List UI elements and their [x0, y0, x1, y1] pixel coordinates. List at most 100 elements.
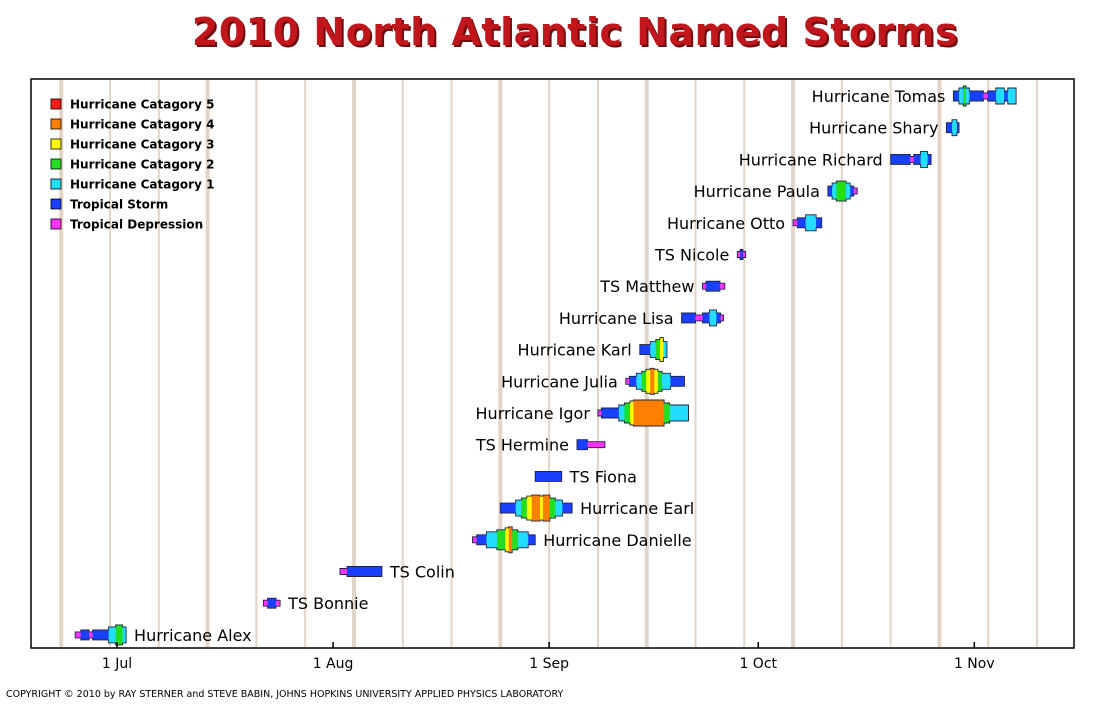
storm-segment: [597, 410, 602, 416]
storm-segment: [663, 341, 668, 358]
storm-bars: Hurricane Tomas Hurricane Shary Hurricane …: [74, 85, 1017, 646]
storm-segment: [517, 531, 529, 548]
storm-label: Hurricane Otto: [667, 214, 785, 233]
storm-segment: [650, 368, 655, 395]
storm-outline: [639, 337, 668, 363]
storm-outline: [262, 597, 281, 609]
storm-outline: [945, 119, 960, 137]
storm-segment: [587, 441, 606, 448]
storm-label: TS Colin: [389, 563, 455, 582]
storm-segment: [832, 183, 837, 200]
storm-label: TS Matthew: [599, 277, 694, 296]
storm-bar: Hurricane Earl: [499, 494, 694, 522]
storm-segment: [793, 219, 798, 226]
storm-bar: Hurricane Lisa: [559, 309, 724, 328]
storm-bar: Hurricane Otto: [667, 214, 823, 233]
storm-segment: [702, 283, 707, 290]
legend-swatch: [50, 158, 62, 170]
storm-outline: [736, 249, 747, 260]
storm-label: Hurricane Lisa: [559, 309, 674, 328]
storm-segment: [983, 93, 988, 99]
x-tick-label: 1 Aug: [313, 656, 354, 672]
x-tick-label: 1 Nov: [954, 656, 995, 672]
storm-segment: [340, 568, 348, 575]
storm-segment: [654, 369, 659, 394]
storm-segment: [987, 91, 997, 101]
storm-outline: [576, 439, 606, 451]
x-axis: 1 Jul 1 Aug 1 Sep 1 Oct 1 Nov: [102, 642, 995, 672]
plot-frame-background: [31, 79, 1074, 648]
storm-segment: [633, 400, 665, 426]
storm-bar: TS Fiona: [534, 467, 637, 486]
storm-segment: [555, 500, 563, 517]
storm-segment: [515, 500, 522, 517]
storm-label: Hurricane Igor: [476, 404, 591, 423]
storm-segment: [641, 371, 647, 392]
storm-segment: [535, 471, 562, 482]
storm-segment: [670, 376, 685, 387]
storm-outline: [792, 214, 823, 232]
storm-segment: [913, 154, 921, 165]
storm-segment: [816, 217, 822, 228]
storm-segment: [521, 498, 528, 519]
storm-outline: [681, 309, 724, 327]
storm-label: TS Fiona: [569, 467, 637, 486]
storm-segment: [263, 600, 268, 607]
storm-segment: [122, 626, 127, 643]
storm-segment: [267, 598, 277, 609]
legend-swatch: [50, 178, 62, 190]
storm-outline: [534, 470, 563, 482]
storm-segment: [659, 337, 664, 362]
legend-label: Tropical Storm: [70, 198, 168, 212]
storm-segment: [115, 624, 123, 645]
storm-segment: [657, 371, 663, 392]
storm-bar: TS Hermine: [475, 436, 606, 455]
storm-outline: [890, 150, 932, 168]
storm-segment: [577, 439, 588, 450]
storm-segment: [702, 312, 710, 323]
storm-segment: [952, 119, 958, 136]
storm-segment: [562, 503, 573, 514]
storm-outline: [702, 280, 726, 292]
storm-segment: [655, 339, 661, 360]
storm-segment: [624, 403, 631, 423]
storm-segment: [601, 408, 620, 418]
x-tick-label: 1 Sep: [529, 656, 569, 672]
storm-segment: [639, 344, 651, 355]
storm-bar: TS Nicole: [654, 246, 747, 265]
legend-swatch: [50, 118, 62, 130]
storm-bar: TS Colin: [339, 563, 455, 582]
storm-segment: [805, 214, 817, 231]
storm-segment: [108, 626, 116, 643]
legend-label: Tropical Depression: [70, 218, 203, 232]
storm-outline: [472, 526, 536, 554]
storm-segment: [540, 496, 544, 521]
storm-label: Hurricane Julia: [501, 372, 618, 391]
legend-label: Hurricane Catagory 1: [70, 178, 214, 192]
plot-frame: [30, 78, 1075, 649]
legend-swatch: [50, 198, 62, 210]
storm-bar: Hurricane Tomas: [812, 85, 1017, 107]
storm-segment: [946, 122, 953, 133]
storm-segment: [956, 122, 960, 133]
legend-swatch: [50, 218, 62, 230]
storm-segment: [742, 251, 746, 258]
storm-label: Hurricane Earl: [580, 499, 694, 518]
storm-segment: [953, 91, 960, 101]
storm-segment: [664, 403, 671, 423]
storm-segment: [629, 401, 634, 425]
storm-segment: [92, 629, 109, 640]
storm-segment: [472, 536, 477, 543]
storm-segment: [890, 154, 911, 165]
storm-segment: [1007, 88, 1017, 104]
storm-outline: [74, 624, 127, 646]
storm-segment: [737, 251, 741, 258]
chart-title: 2010 North Atlantic Named Storms: [191, 10, 959, 54]
storm-outline: [625, 367, 685, 395]
storm-segment: [716, 312, 721, 323]
storm-segment: [486, 531, 498, 548]
storm-label: Hurricane Alex: [134, 626, 252, 645]
storm-segment: [846, 183, 851, 200]
storm-segment: [910, 156, 914, 163]
legend-swatch: [50, 138, 62, 150]
